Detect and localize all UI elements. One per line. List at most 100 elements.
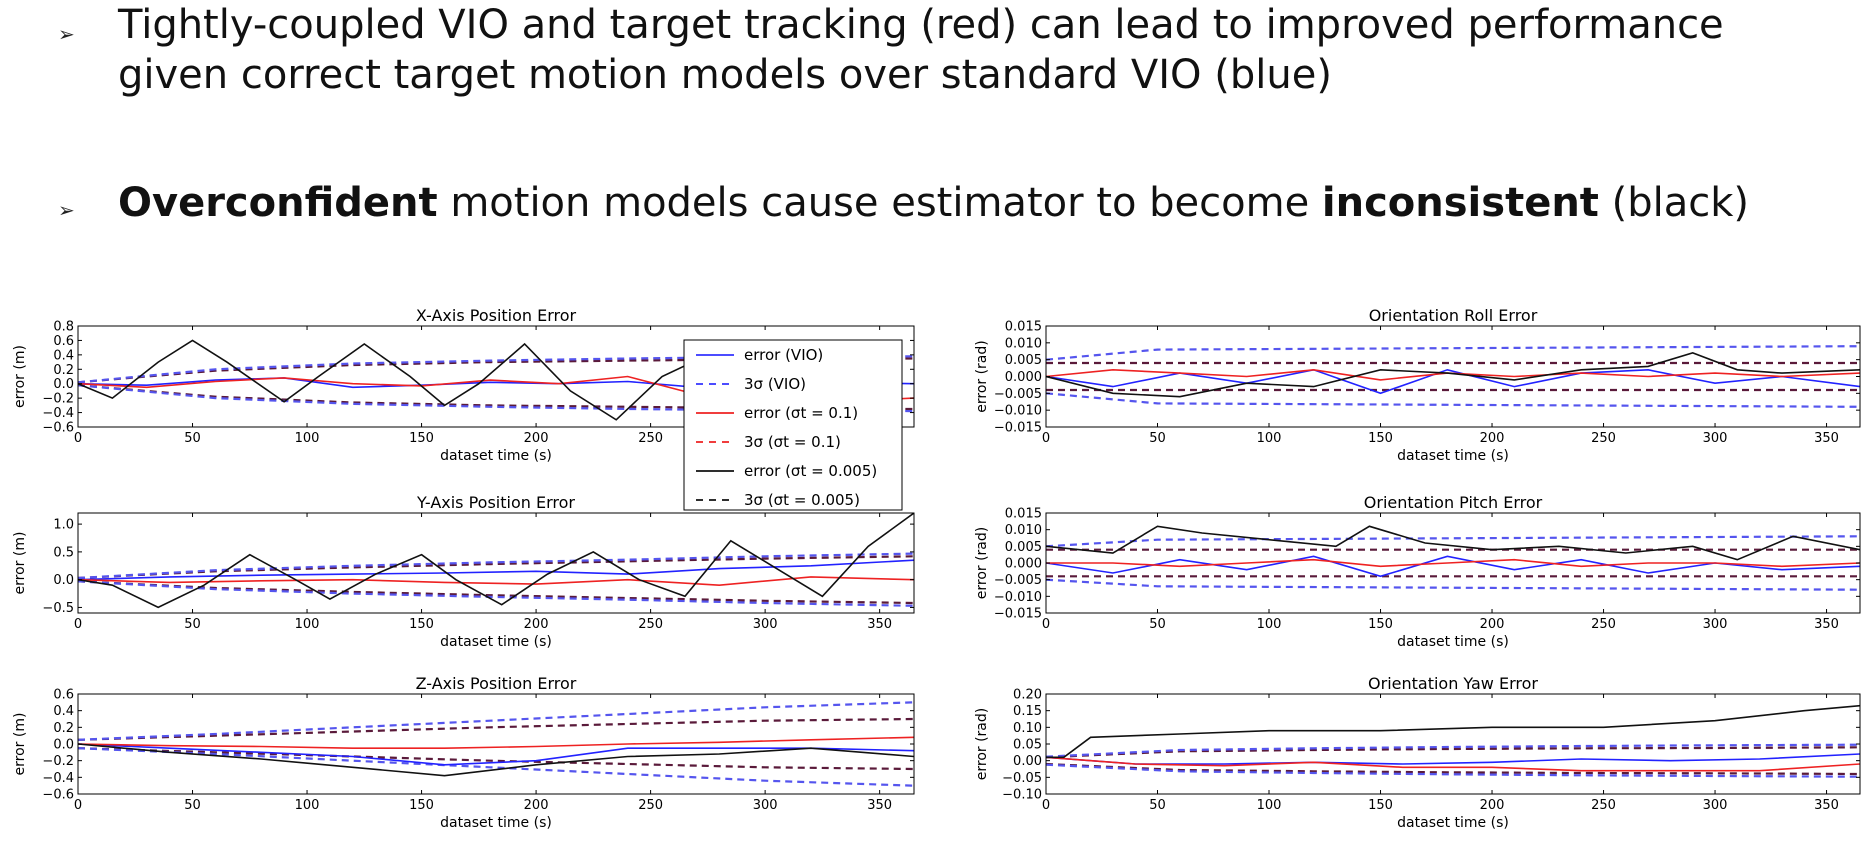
- y-axis-label: error (rad): [974, 527, 990, 600]
- legend-label-5: 3σ (σt = 0.005): [744, 491, 860, 509]
- x-tick-label: 50: [184, 798, 201, 813]
- series-line-6: [78, 513, 914, 609]
- chart-title: Z-Axis Position Error: [416, 674, 577, 693]
- bullet-2-text-end: (black): [1598, 180, 1750, 226]
- y-tick-label: −0.015: [994, 421, 1042, 436]
- x-tick-label: 150: [1368, 798, 1393, 813]
- y-axis-label: error (m): [12, 532, 28, 595]
- legend-label-1: 3σ (VIO): [744, 375, 806, 393]
- x-tick-label: 0: [1042, 617, 1050, 632]
- x-tick-label: 50: [184, 431, 201, 446]
- x-tick-label: 300: [753, 798, 778, 813]
- series-line-6: [78, 743, 914, 777]
- series-line-1: [78, 580, 914, 605]
- series-line-2: [1046, 535, 1860, 548]
- y-tick-label: 0.6: [53, 334, 74, 349]
- y-tick-label: −0.010: [994, 404, 1042, 419]
- x-tick-label: 200: [1480, 798, 1505, 813]
- y-tick-label: −0.4: [42, 406, 74, 421]
- x-tick-label: 200: [524, 617, 549, 632]
- series-group: [78, 701, 914, 787]
- y-tick-label: −0.6: [42, 788, 74, 803]
- series-group: [78, 513, 914, 609]
- series-line-3: [1046, 578, 1860, 591]
- y-axis-label: error (rad): [974, 708, 990, 781]
- series-line-3: [1046, 392, 1860, 408]
- y-tick-label: −0.005: [994, 387, 1042, 402]
- x-tick-label: 150: [409, 617, 434, 632]
- chart-title: Orientation Yaw Error: [1368, 674, 1538, 693]
- y-tick-label: 0.010: [1005, 523, 1042, 538]
- x-tick-label: 50: [1149, 431, 1166, 446]
- x-tick-label: 100: [295, 431, 320, 446]
- y-tick-label: 0.6: [53, 688, 74, 703]
- y-tick-label: 0.0: [53, 573, 74, 588]
- x-tick-label: 50: [1149, 617, 1166, 632]
- x-tick-label: 100: [1257, 431, 1282, 446]
- legend-label-2: error (σt = 0.1): [744, 404, 858, 422]
- x-tick-label: 200: [524, 431, 549, 446]
- series-line-1: [1046, 762, 1860, 776]
- y-tick-label: 0.2: [53, 721, 74, 736]
- series-line-3: [78, 580, 914, 607]
- y-tick-label: −0.05: [1002, 771, 1042, 786]
- x-tick-label: 100: [1257, 617, 1282, 632]
- x-tick-label: 350: [867, 617, 892, 632]
- chart-x_pos: 0 50 100 150 200 250 −0.6−0.4−0.20.00.20.40.60…: [12, 306, 915, 464]
- series-line-5: [1046, 756, 1860, 772]
- x-axis-label: dataset time (s): [1397, 634, 1509, 650]
- series-line-4: [1046, 753, 1860, 765]
- series-line-5: [78, 576, 914, 587]
- chart-title: X-Axis Position Error: [416, 306, 577, 325]
- y-tick-label: 0.2: [53, 363, 74, 378]
- x-tick-label: 300: [1703, 798, 1728, 813]
- y-tick-label: 0.000: [1005, 557, 1042, 572]
- plot-frame: [77, 512, 915, 614]
- y-tick-label: 0.20: [1013, 688, 1042, 703]
- legend-label-0: error (VIO): [744, 346, 823, 364]
- plot-frame: [77, 325, 915, 428]
- y-tick-label: 0.00: [1013, 754, 1042, 769]
- x-tick-label: 50: [184, 617, 201, 632]
- error-plots-figure: 0 50 100 150 200 250−0.6−0.4−0.20.00.20.40.60…: [12, 306, 1861, 831]
- y-tick-label: 0.0: [53, 377, 74, 392]
- x-tick-label: 100: [1257, 798, 1282, 813]
- bullet-2-bold-overconfident: Overconfident: [118, 180, 438, 226]
- chart-title: Orientation Roll Error: [1369, 306, 1538, 325]
- y-tick-label: −0.6: [42, 421, 74, 436]
- y-tick-label: 0.10: [1013, 721, 1042, 736]
- bullet-2-text-middle: motion models cause estimator to become: [437, 180, 1322, 226]
- y-tick-label: 0.010: [1005, 336, 1042, 351]
- series-line-2: [1046, 743, 1860, 758]
- x-axis-label: dataset time (s): [440, 448, 552, 464]
- y-tick-label: 0.000: [1005, 370, 1042, 385]
- x-tick-label: 350: [1814, 431, 1839, 446]
- y-axis-label: error (rad): [974, 340, 990, 413]
- plot-frame: [1045, 325, 1861, 428]
- y-tick-label: −0.5: [42, 601, 74, 616]
- legend-box: [683, 339, 903, 511]
- series-line-2: [1046, 345, 1860, 361]
- x-tick-label: 0: [74, 617, 82, 632]
- series-line-5: [1046, 558, 1860, 568]
- legend-label-4: error (σt = 0.005): [744, 462, 877, 480]
- chart-title: Orientation Pitch Error: [1364, 493, 1543, 512]
- chart-pitch: 0 50 100 150 200 250 300 350−0.015−0.010−0.0050…: [974, 493, 1861, 650]
- y-tick-label: 1.0: [53, 518, 74, 533]
- series-line-3: [1046, 763, 1860, 778]
- series-group: [1046, 704, 1860, 778]
- x-tick-label: 200: [1480, 431, 1505, 446]
- plot-frame: [77, 693, 915, 795]
- legend-label-3: 3σ (σt = 0.1): [744, 433, 841, 451]
- x-tick-label: 350: [1814, 798, 1839, 813]
- x-axis-label: dataset time (s): [440, 634, 552, 650]
- series-line-6: [78, 339, 766, 421]
- x-tick-label: 300: [753, 617, 778, 632]
- bullet-2-marker: ➢: [58, 198, 75, 222]
- x-tick-label: 300: [1703, 617, 1728, 632]
- x-axis-label: dataset time (s): [1397, 815, 1509, 831]
- y-tick-label: 0.15: [1013, 704, 1042, 719]
- x-tick-label: 250: [638, 798, 663, 813]
- x-tick-label: 100: [295, 798, 320, 813]
- chart-roll: 0 50 100 150 200 250 300 350 −0.015 −0.010 −0.005 0…: [974, 306, 1861, 464]
